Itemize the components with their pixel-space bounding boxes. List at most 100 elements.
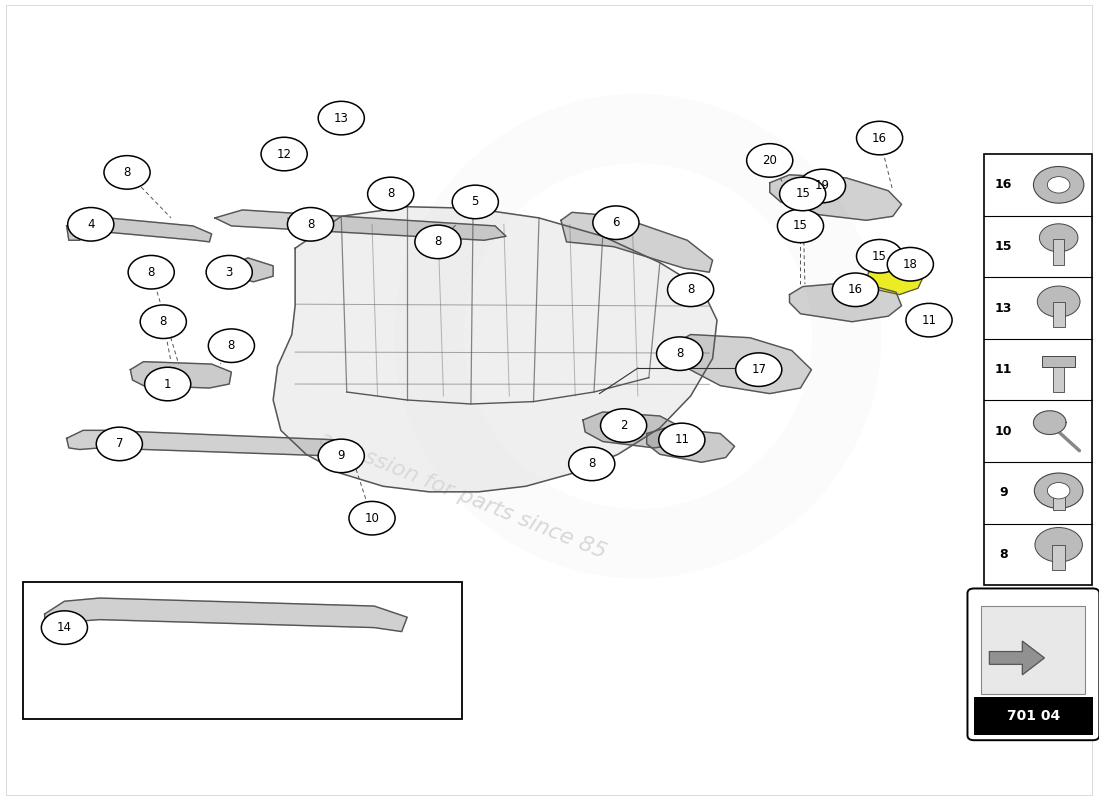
Polygon shape (67, 218, 211, 242)
Circle shape (68, 207, 114, 241)
Polygon shape (583, 412, 688, 448)
Polygon shape (1034, 410, 1066, 434)
Polygon shape (214, 210, 506, 240)
Circle shape (318, 102, 364, 135)
Polygon shape (790, 282, 902, 322)
Bar (1053, 302, 1065, 327)
Text: 8: 8 (160, 315, 167, 328)
Text: 1: 1 (164, 378, 172, 390)
Polygon shape (130, 362, 231, 388)
Text: 4: 4 (87, 218, 95, 231)
Circle shape (657, 337, 703, 370)
Text: 8: 8 (387, 187, 395, 201)
Text: 6: 6 (613, 216, 619, 230)
Circle shape (593, 206, 639, 239)
Circle shape (736, 353, 782, 386)
Text: 8: 8 (588, 458, 595, 470)
Circle shape (97, 427, 142, 461)
Text: 9: 9 (338, 450, 345, 462)
Circle shape (128, 255, 174, 289)
Circle shape (1047, 177, 1070, 193)
Bar (1054, 239, 1064, 265)
Text: 701 04: 701 04 (1006, 710, 1060, 723)
Text: 15: 15 (872, 250, 887, 262)
Circle shape (367, 177, 414, 210)
Circle shape (1033, 166, 1084, 203)
Circle shape (349, 502, 395, 535)
Text: 9: 9 (1000, 486, 1008, 499)
Circle shape (780, 177, 826, 210)
Circle shape (1037, 286, 1080, 317)
Text: 15: 15 (793, 219, 807, 233)
Polygon shape (676, 334, 812, 394)
Bar (975, 697, 1092, 735)
Text: 10: 10 (364, 512, 380, 525)
Text: 20: 20 (762, 154, 778, 167)
FancyBboxPatch shape (968, 589, 1099, 740)
Text: 16: 16 (848, 283, 862, 296)
Circle shape (208, 329, 254, 362)
Text: 11: 11 (674, 434, 690, 446)
Bar (984, 154, 1091, 586)
Circle shape (1040, 224, 1078, 252)
Text: 8: 8 (1000, 548, 1008, 561)
Text: 18: 18 (903, 258, 917, 270)
Circle shape (144, 367, 190, 401)
Circle shape (800, 170, 846, 202)
Bar (1043, 356, 1075, 367)
Circle shape (857, 239, 903, 273)
Text: 8: 8 (147, 266, 155, 278)
Bar (981, 606, 1085, 694)
Text: 14: 14 (57, 621, 72, 634)
Circle shape (261, 138, 307, 170)
Text: 12: 12 (276, 147, 292, 161)
Text: 8: 8 (686, 283, 694, 296)
Text: 16: 16 (996, 178, 1012, 191)
Circle shape (601, 409, 647, 442)
FancyBboxPatch shape (23, 582, 462, 719)
Polygon shape (273, 206, 717, 492)
Text: 8: 8 (228, 339, 235, 352)
Circle shape (206, 255, 252, 289)
Circle shape (833, 273, 879, 306)
Circle shape (452, 185, 498, 218)
Bar (1054, 367, 1064, 392)
Circle shape (1047, 482, 1070, 499)
Text: 7: 7 (116, 438, 123, 450)
Circle shape (318, 439, 364, 473)
Polygon shape (770, 174, 902, 220)
Text: 15: 15 (996, 240, 1012, 253)
Circle shape (1034, 473, 1084, 508)
Text: 2: 2 (620, 419, 627, 432)
Polygon shape (989, 641, 1044, 674)
Text: 15: 15 (795, 187, 810, 201)
Polygon shape (273, 143, 303, 162)
Text: 8: 8 (123, 166, 131, 179)
Circle shape (906, 303, 953, 337)
Circle shape (747, 144, 793, 177)
Text: 17: 17 (751, 363, 767, 376)
Circle shape (104, 156, 150, 189)
Bar (1052, 545, 1065, 570)
Text: 11: 11 (996, 363, 1012, 376)
Text: 5: 5 (472, 195, 478, 209)
Polygon shape (324, 440, 358, 458)
Text: 3: 3 (226, 266, 233, 278)
Text: 13: 13 (333, 111, 349, 125)
Circle shape (888, 247, 934, 281)
Text: 11: 11 (922, 314, 936, 326)
Text: a passion for parts since 85: a passion for parts since 85 (316, 429, 608, 563)
Text: 10: 10 (996, 425, 1012, 438)
Text: 19: 19 (815, 179, 830, 193)
Polygon shape (561, 212, 713, 272)
Polygon shape (867, 262, 924, 294)
Circle shape (659, 423, 705, 457)
Circle shape (778, 209, 824, 242)
Text: 13: 13 (996, 302, 1012, 314)
Text: 8: 8 (675, 347, 683, 360)
Circle shape (287, 207, 333, 241)
Circle shape (668, 273, 714, 306)
Polygon shape (67, 430, 352, 458)
Text: 8: 8 (307, 218, 315, 231)
Circle shape (1035, 527, 1082, 562)
